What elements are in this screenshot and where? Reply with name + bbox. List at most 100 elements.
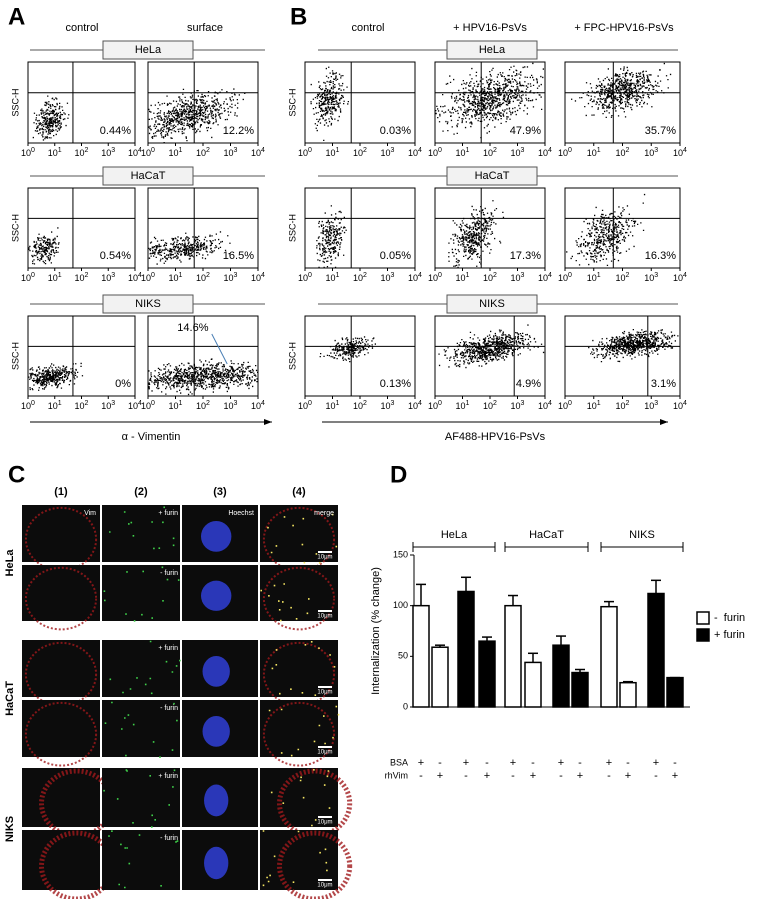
tick-label: 100	[428, 272, 442, 284]
tick-exponent: 3	[234, 147, 238, 154]
tick-exponent: 1	[58, 147, 62, 154]
tick-label: 100	[298, 400, 312, 412]
condition-sign: -	[578, 757, 582, 769]
tick-exponent: 0	[308, 272, 312, 279]
nucleus	[204, 846, 229, 880]
plot-frame	[434, 187, 546, 269]
cell-stain	[262, 701, 336, 767]
condition-sign: -	[607, 770, 611, 782]
percentage: 0.44%	[100, 125, 131, 137]
tick-exponent: 1	[597, 147, 601, 154]
tick-label: 103	[511, 272, 525, 284]
dots	[319, 336, 376, 363]
spots	[270, 769, 331, 827]
tick-exponent: 2	[206, 147, 210, 154]
furin-label: + furin	[158, 645, 178, 652]
bar	[504, 604, 522, 708]
tick-base: 10	[141, 148, 151, 158]
tick-base: 10	[353, 148, 363, 158]
tick-base: 10	[456, 148, 466, 158]
tick-label: 103	[381, 400, 395, 412]
tick-exponent: 3	[111, 147, 115, 154]
tick-exponent: 1	[179, 400, 183, 407]
cell-stain	[24, 566, 98, 631]
tick-exponent: 4	[138, 147, 142, 154]
condition-sign: -	[419, 770, 423, 782]
tick-base: 10	[251, 273, 261, 283]
tick-base: 10	[298, 401, 308, 411]
tick-label: 101	[48, 272, 62, 284]
condition-sign: +	[530, 770, 536, 782]
dots	[28, 362, 84, 391]
micrograph	[22, 640, 100, 697]
tick-base: 10	[538, 401, 548, 411]
cell-line-label: HaCaT	[475, 170, 510, 182]
tick-exponent: 2	[626, 147, 630, 154]
tick-label: 101	[456, 400, 470, 412]
group-label: HeLa	[441, 529, 468, 541]
tick-exponent: 2	[626, 400, 630, 407]
tick-base: 10	[408, 401, 418, 411]
cell-stain	[262, 566, 336, 631]
column-header: (3)	[213, 486, 227, 498]
condition-sign: +	[653, 757, 659, 769]
tick-label: 104	[673, 272, 687, 284]
percentage: 16.5%	[223, 250, 254, 262]
tick-exponent: 1	[597, 272, 601, 279]
micrograph	[22, 565, 100, 621]
bar	[457, 590, 475, 708]
tick-label: 100	[21, 400, 35, 412]
tick-exponent: 0	[151, 272, 155, 279]
tick-label: 100	[141, 400, 155, 412]
bar	[619, 681, 637, 708]
panel-label: D	[390, 461, 407, 488]
percentage: 4.9%	[516, 378, 541, 390]
micrograph	[102, 768, 180, 827]
tick-label: 103	[224, 147, 238, 159]
condition-sign: +	[463, 757, 469, 769]
y-tick-label: 50	[398, 651, 408, 661]
tick-base: 10	[456, 273, 466, 283]
condition-sign: +	[510, 757, 516, 769]
tick-label: 101	[169, 147, 183, 159]
tick-label: 101	[587, 400, 601, 412]
tick-exponent: 1	[336, 272, 340, 279]
tick-label: 102	[75, 400, 89, 412]
tick-base: 10	[428, 148, 438, 158]
tick-exponent: 1	[466, 272, 470, 279]
tick-label: 104	[538, 400, 552, 412]
tick-base: 10	[21, 401, 31, 411]
tick-label: 103	[644, 400, 658, 412]
cell-line-box	[446, 166, 538, 186]
tick-label: 102	[196, 147, 210, 159]
tick-base: 10	[224, 401, 234, 411]
tick-base: 10	[408, 273, 418, 283]
tick-base: 10	[75, 148, 85, 158]
dots	[571, 62, 672, 118]
micrograph	[22, 768, 100, 827]
condition-sign: +	[484, 770, 490, 782]
micrograph	[102, 830, 180, 890]
tick-label: 103	[644, 147, 658, 159]
column-header: (4)	[292, 486, 306, 498]
dots	[316, 205, 347, 269]
tick-label: 100	[298, 272, 312, 284]
channel-label: Hoechst	[228, 510, 254, 517]
tick-label: 102	[75, 147, 89, 159]
tick-base: 10	[101, 273, 111, 283]
tick-exponent: 2	[363, 272, 367, 279]
tick-base: 10	[48, 273, 58, 283]
percentage: 0.13%	[380, 378, 411, 390]
y-axis-label: SSC-H	[287, 88, 297, 116]
tick-base: 10	[224, 148, 234, 158]
tick-label: 103	[101, 272, 115, 284]
tick-exponent: 4	[261, 272, 265, 279]
panel-label: B	[290, 3, 307, 30]
tick-base: 10	[298, 273, 308, 283]
y-axis-label: SSC-H	[10, 342, 20, 370]
scale-text: 10μm	[317, 750, 332, 756]
tick-label: 101	[169, 272, 183, 284]
tick-exponent: 0	[31, 272, 35, 279]
panel-label: C	[8, 461, 25, 488]
tick-exponent: 3	[521, 272, 525, 279]
